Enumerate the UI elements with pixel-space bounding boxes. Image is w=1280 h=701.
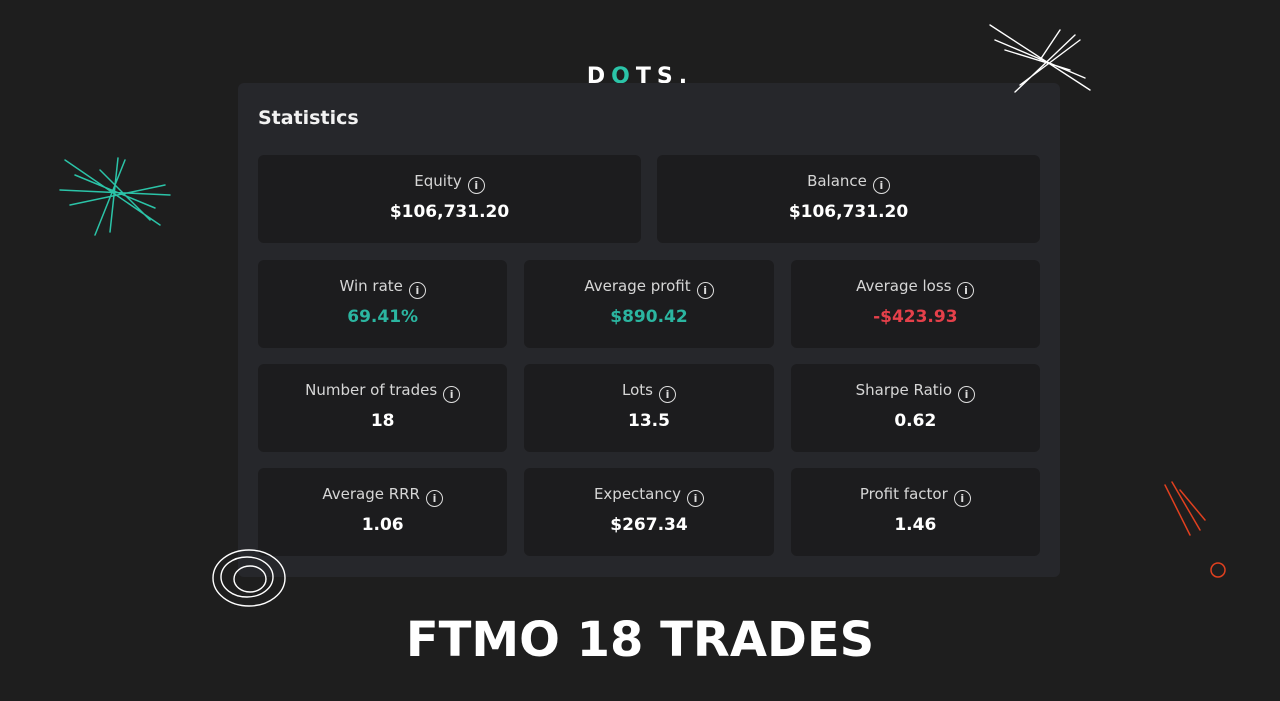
stat-value: 13.5 [628, 411, 670, 431]
info-icon[interactable]: i [467, 177, 485, 194]
panel-title: Statistics [258, 107, 359, 129]
info-icon[interactable]: i [425, 490, 443, 507]
info-icon[interactable]: i [687, 490, 705, 507]
stat-value: $267.34 [610, 515, 688, 535]
white-scribble [212, 24, 1091, 607]
stat-card: Average RRR i 1.06 [258, 468, 508, 556]
stat-label-text: Average RRR [322, 485, 420, 503]
stat-label: Profit factor i [791, 485, 1040, 507]
stat-label-text: Number of trades [305, 381, 438, 399]
stat-card: Expectancy i $267.34 [524, 468, 774, 556]
stat-value: 1.06 [361, 515, 404, 535]
stat-label-text: Win rate [339, 277, 403, 295]
stat-value: -$423.93 [873, 307, 958, 327]
info-icon[interactable]: i [872, 177, 890, 194]
stat-card: Lots i 13.5 [524, 364, 774, 452]
stat-card: Average loss i -$423.93 [790, 260, 1040, 348]
teal-scribble [59, 157, 171, 236]
stat-value: $106,731.20 [389, 202, 510, 222]
info-icon[interactable]: i [953, 490, 971, 507]
stat-label-text: Lots [622, 381, 653, 399]
stat-card: Average profit i $890.42 [524, 260, 774, 348]
stat-card: Win rate i 69.41% [258, 260, 508, 348]
caption: FTMO 18 TRADES [405, 612, 875, 668]
stat-label: Balance i [657, 172, 1040, 194]
stat-value: 0.62 [894, 411, 937, 431]
stat-value: 1.46 [894, 515, 937, 535]
statistics-panel: Statistics Equity i $106,731.20 Balance i $10… [238, 83, 1060, 577]
stat-value: $890.42 [610, 307, 688, 327]
stat-label-text: Equity [414, 172, 462, 190]
red-scribble [1164, 481, 1226, 578]
info-icon[interactable]: i [696, 282, 714, 299]
info-icon[interactable]: i [408, 282, 426, 299]
stat-card: Profit factor i 1.46 [790, 468, 1040, 556]
info-icon[interactable]: i [443, 386, 461, 403]
stat-label: Sharpe Ratio i [791, 381, 1040, 403]
stat-card: Number of trades i 18 [258, 364, 508, 452]
stat-label: Win rate i [258, 277, 507, 299]
stat-value: 69.41% [347, 307, 419, 327]
stat-card: Sharpe Ratio i 0.62 [790, 364, 1040, 452]
stat-label: Average profit i [524, 277, 773, 299]
stat-value: 18 [370, 411, 395, 431]
info-icon[interactable]: i [957, 282, 975, 299]
stat-card: Balance i $106,731.20 [657, 155, 1040, 243]
stat-value: $106,731.20 [788, 202, 909, 222]
stat-label: Average loss i [791, 277, 1040, 299]
stat-label-text: Balance [807, 172, 867, 190]
info-icon[interactable]: i [958, 386, 976, 403]
stat-label: Lots i [524, 381, 773, 403]
stat-label-text: Average loss [856, 277, 952, 295]
info-icon[interactable]: i [658, 386, 676, 403]
stat-label-text: Average profit [584, 277, 691, 295]
stat-card: Equity i $106,731.20 [258, 155, 641, 243]
stat-label: Expectancy i [524, 485, 773, 507]
stat-label-text: Sharpe Ratio [855, 381, 953, 399]
stat-label: Number of trades i [258, 381, 507, 403]
stat-label: Equity i [258, 172, 641, 194]
stat-label-text: Expectancy [593, 485, 682, 503]
logo: DOTS. [586, 64, 694, 89]
stat-label: Average RRR i [258, 485, 507, 507]
stat-label-text: Profit factor [859, 485, 948, 503]
